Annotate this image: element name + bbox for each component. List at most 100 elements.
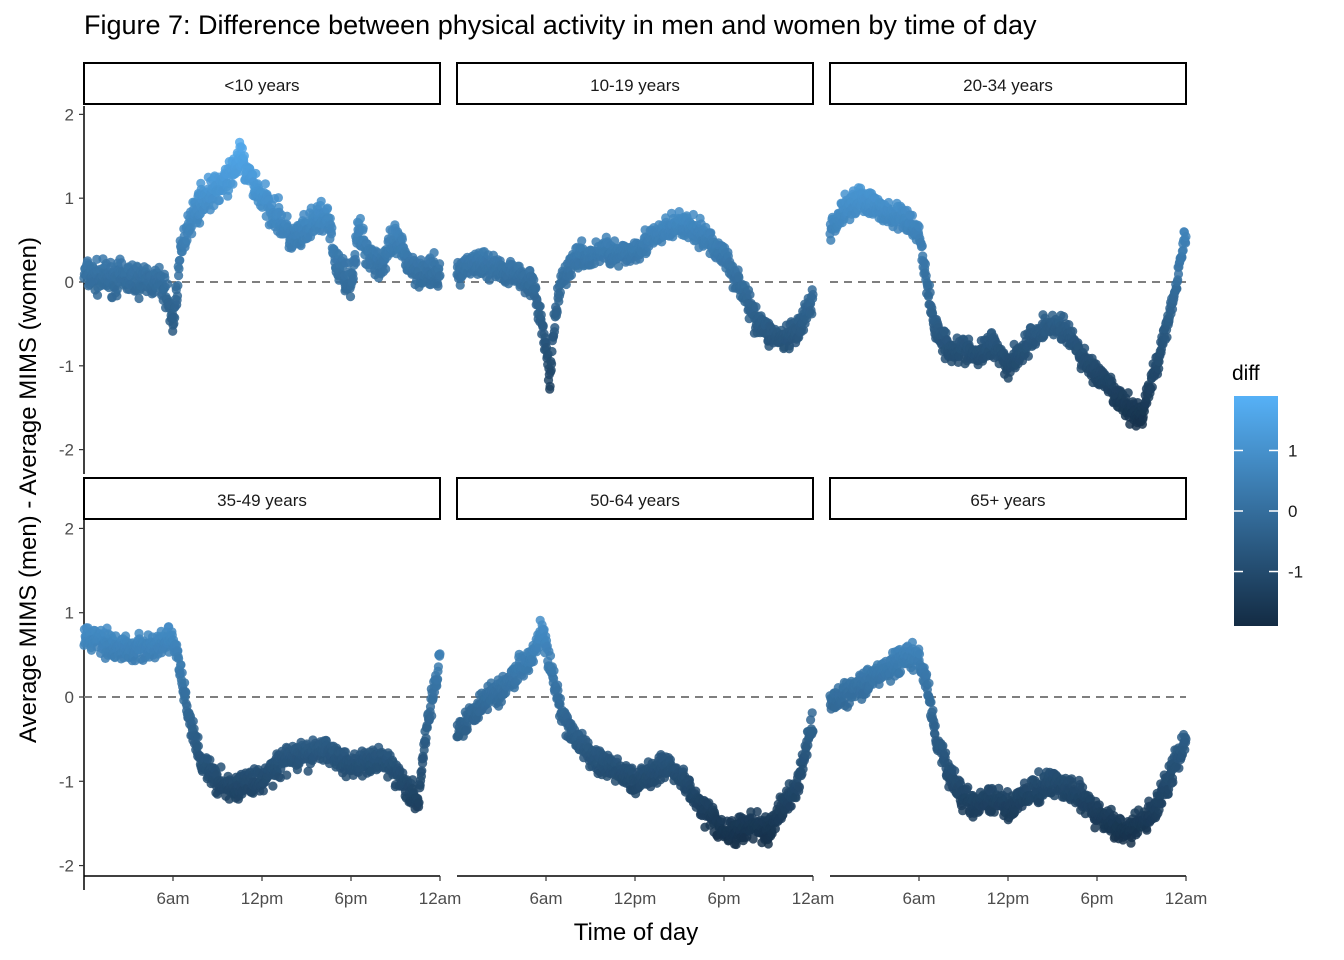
data-point [195, 218, 205, 228]
data-point [524, 665, 534, 676]
data-point [435, 270, 445, 281]
data-point [187, 229, 197, 239]
data-point [205, 755, 215, 765]
data-point [92, 290, 103, 300]
data-points [79, 622, 445, 814]
facet-strip-label: 50-64 years [590, 491, 680, 510]
y-tick-label: -1 [59, 772, 74, 791]
data-point [455, 280, 465, 290]
data-point [1181, 231, 1191, 242]
data-point [316, 196, 326, 206]
data-point [462, 724, 472, 735]
data-point [928, 705, 938, 716]
data-point [547, 346, 557, 357]
data-point [925, 287, 935, 298]
data-point [348, 274, 358, 284]
data-point [926, 697, 936, 707]
data-point [884, 197, 894, 208]
data-point [547, 359, 557, 369]
data-point [282, 211, 292, 221]
data-point [239, 151, 249, 161]
data-point [273, 193, 283, 203]
y-tick-label: 2 [65, 105, 74, 124]
data-point [752, 807, 762, 817]
data-point [170, 313, 180, 323]
data-point [826, 235, 836, 245]
data-point [914, 649, 925, 659]
y-tick-label: -1 [59, 357, 74, 376]
data-point [216, 762, 226, 772]
data-point [327, 223, 337, 233]
facet-panel: 10-19 years [452, 62, 818, 394]
data-point [429, 248, 439, 258]
data-point [182, 235, 192, 245]
data-point [531, 283, 541, 293]
data-point [922, 669, 932, 679]
data-point [924, 678, 934, 688]
data-point [941, 748, 951, 758]
data-point [258, 786, 268, 796]
data-points [452, 615, 818, 850]
data-points [79, 137, 445, 336]
data-point [435, 259, 445, 269]
data-point [807, 708, 817, 718]
data-point [433, 281, 443, 291]
data-points [825, 183, 1191, 431]
y-tick-label: 0 [65, 688, 74, 707]
data-point [610, 236, 620, 246]
data-point [751, 302, 761, 312]
y-tick-label: -2 [59, 857, 74, 876]
chart-title: Figure 7: Difference between physical ac… [84, 10, 1037, 40]
x-tick-label: 12pm [987, 889, 1030, 908]
data-point [174, 271, 184, 281]
y-tick-label: 0 [65, 273, 74, 292]
y-tick-label: 2 [65, 519, 74, 538]
data-point [552, 307, 562, 317]
x-tick-label: 12am [419, 889, 462, 908]
data-point [561, 279, 571, 290]
data-point [577, 236, 587, 246]
data-point [237, 143, 247, 153]
data-points [452, 207, 818, 394]
data-point [808, 726, 818, 737]
x-tick-label: 6pm [1080, 889, 1113, 908]
data-point [1068, 326, 1078, 336]
data-point [418, 753, 428, 763]
data-point [798, 764, 808, 774]
data-point [433, 662, 443, 672]
data-point [251, 168, 261, 179]
data-point [555, 693, 566, 704]
data-point [154, 262, 164, 272]
data-point [181, 688, 191, 698]
data-point [802, 750, 812, 760]
data-point [421, 733, 431, 743]
facet-strip-label: 35-49 years [217, 491, 307, 510]
data-point [351, 258, 361, 268]
data-point [794, 782, 805, 792]
x-tick-label: 12pm [614, 889, 657, 908]
data-point [528, 657, 539, 667]
data-point [381, 264, 391, 274]
data-point [180, 678, 190, 688]
data-point [538, 321, 548, 331]
data-point [260, 179, 270, 189]
data-point [397, 234, 407, 244]
data-point [963, 782, 973, 792]
data-point [688, 209, 699, 220]
facet-panel: 20-34 years [825, 62, 1191, 431]
data-point [1080, 343, 1090, 353]
x-tick-label: 12am [792, 889, 835, 908]
data-point [614, 261, 624, 271]
data-point [414, 798, 424, 808]
data-point [355, 213, 365, 224]
facet-strip-label: 65+ years [970, 491, 1045, 510]
x-tick-label: 12am [1165, 889, 1208, 908]
data-point [555, 287, 566, 297]
data-point [173, 280, 183, 291]
data-point [214, 195, 224, 205]
data-point [176, 660, 186, 670]
data-point [117, 258, 127, 268]
data-point [950, 766, 960, 776]
